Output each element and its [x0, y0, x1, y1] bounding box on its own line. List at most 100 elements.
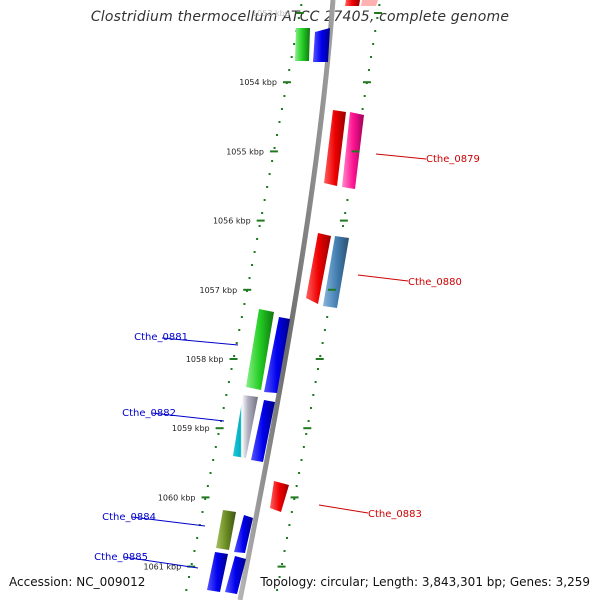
guide-dot-outer [323, 329, 326, 331]
guide-dot-outer [319, 355, 322, 357]
guide-dot-inner [225, 394, 228, 396]
gene-label-0883[interactable]: Cthe_0883 [368, 509, 422, 520]
tick-label: 1058 kbp [186, 355, 224, 364]
gene-feature-red-0879[interactable] [324, 110, 346, 186]
tick-label: 1057 kbp [199, 286, 237, 295]
guide-dot-inner [280, 108, 283, 110]
gene-feature-red-0880[interactable] [306, 233, 331, 304]
gene-feature-blue-0885a[interactable] [207, 552, 228, 592]
guide-dot-outer [288, 524, 291, 526]
guide-dot-inner [188, 576, 191, 578]
tick-label: 1056 kbp [213, 217, 251, 226]
gene-feature-red-0883[interactable] [270, 481, 289, 512]
guide-dot-inner [266, 186, 269, 188]
gene-feature-blue-0882[interactable] [251, 400, 275, 462]
guide-dot-inner [214, 446, 217, 448]
gene-features [207, 0, 378, 594]
guide-dot-outer [363, 95, 366, 97]
leader-line-0881 [161, 337, 239, 346]
gene-feature-olive-0884[interactable] [216, 510, 236, 550]
guide-dot-outer [367, 69, 370, 71]
guide-dot-inner [248, 277, 251, 279]
guide-dot-inner [245, 290, 248, 292]
gene-label-0884[interactable]: Cthe_0884 [102, 512, 156, 523]
map-title: Clostridium thermocellum ATCC 27405, com… [90, 9, 510, 25]
leader-line-0882 [151, 412, 225, 422]
leader-line-0883 [318, 504, 369, 514]
gene-label-0879[interactable]: Cthe_0879 [426, 154, 480, 165]
gene-feature-top-partial-2[interactable] [361, 0, 378, 6]
genome-summary-text: Topology: circular; Length: 3,843,301 bp… [260, 575, 590, 589]
guide-dot-outer [312, 394, 315, 396]
guide-dot-inner [300, 4, 303, 6]
tick-label: 1053 kbp [252, 9, 290, 18]
gene-feature-blue-0885b[interactable] [225, 556, 246, 594]
guide-dot-outer [361, 108, 364, 110]
gene-label-0882[interactable]: Cthe_0882 [122, 408, 176, 419]
guide-dot-inner [283, 95, 286, 97]
tick-label: 1060 kbp [158, 493, 196, 502]
guide-dot-outer [316, 368, 319, 370]
guide-dot-inner [238, 329, 241, 331]
guide-dot-inner [230, 368, 233, 370]
guide-dot-inner [193, 550, 196, 552]
gene-feature-blue-0884[interactable] [234, 515, 253, 553]
leader-line-0879 [375, 153, 427, 160]
guide-dot-outer [281, 563, 284, 565]
genome-backbone [237, 0, 336, 600]
guide-dot-inner [288, 69, 291, 71]
guide-dot-inner [240, 316, 243, 318]
gene-label-0880[interactable]: Cthe_0880 [408, 277, 462, 288]
guide-dot-inner [233, 355, 236, 357]
leader-line-0880 [357, 274, 409, 282]
gene-feature-cyan-0882[interactable] [233, 395, 258, 458]
guide-dot-inner [263, 199, 266, 201]
guide-dot-inner [271, 160, 274, 162]
guide-dot-inner [222, 407, 225, 409]
gene-feature-green-0881[interactable] [246, 309, 274, 390]
tick-label: 1059 kbp [172, 424, 210, 433]
guide-dot-outer [378, 4, 381, 6]
gene-feature-blue-0881[interactable] [264, 317, 290, 393]
gene-label-0881[interactable]: Cthe_0881 [134, 332, 188, 343]
guide-dot-inner [268, 173, 271, 175]
guide-dot-outer [344, 212, 347, 214]
guide-dot-outer [276, 589, 279, 591]
guide-dot-inner [185, 589, 188, 591]
guide-dot-inner [290, 56, 293, 58]
guide-dot-outer [326, 316, 329, 318]
leader-line-0884 [131, 516, 206, 527]
guide-dot-inner [251, 264, 254, 266]
guide-dot-inner [293, 43, 296, 45]
guide-dot-inner [273, 147, 276, 149]
guide-dot-inner [196, 537, 199, 539]
gene-feature-top-blue[interactable] [313, 28, 330, 62]
guide-dot-outer [285, 537, 288, 539]
tick-label: 1061 kbp [143, 563, 181, 572]
guide-dot-outer [374, 30, 377, 32]
guide-dot-inner [261, 212, 264, 214]
gene-feature-top-partial[interactable] [345, 0, 360, 6]
tick-label: 1055 kbp [226, 147, 264, 156]
guide-dot-outer [314, 381, 317, 383]
guide-dot-inner [297, 17, 300, 19]
guide-dot-outer [376, 17, 379, 19]
leader-line-0885 [123, 556, 199, 569]
guide-dot-inner [201, 511, 204, 513]
gene-feature-top-green[interactable] [295, 28, 310, 61]
guide-dot-inner [206, 485, 209, 487]
guide-dot-outer [300, 459, 303, 461]
guide-dot-outer [309, 407, 312, 409]
guide-dot-inner [278, 121, 281, 123]
guide-dot-inner [212, 459, 215, 461]
guide-dot-outer [295, 485, 298, 487]
guide-dot-inner [258, 225, 261, 227]
guide-dot-outer [321, 342, 324, 344]
gene-label-0885[interactable]: Cthe_0885 [94, 552, 148, 563]
guide-dot-outer [370, 56, 373, 58]
guide-dot-outer [302, 446, 305, 448]
guide-dot-outer [283, 550, 286, 552]
guide-dot-outer [305, 433, 308, 435]
tick-label: 1054 kbp [239, 78, 277, 87]
